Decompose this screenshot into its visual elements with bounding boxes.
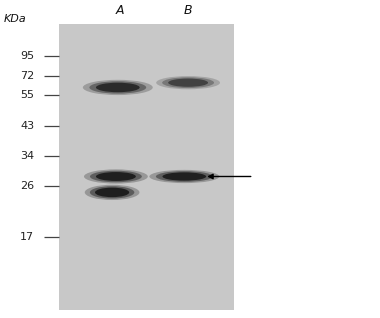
Ellipse shape	[85, 185, 139, 200]
Bar	[59, 24, 234, 310]
Text: B: B	[184, 4, 192, 17]
Text: 43: 43	[20, 121, 34, 131]
Ellipse shape	[90, 171, 142, 182]
Text: 55: 55	[20, 90, 34, 100]
Ellipse shape	[89, 81, 146, 94]
Ellipse shape	[90, 186, 134, 198]
Text: 26: 26	[20, 181, 34, 191]
Ellipse shape	[149, 170, 219, 183]
Text: 34: 34	[20, 151, 34, 161]
Ellipse shape	[96, 172, 136, 181]
Text: 72: 72	[20, 71, 34, 81]
Ellipse shape	[96, 83, 140, 92]
Text: 17: 17	[20, 232, 34, 242]
Text: KDa: KDa	[4, 14, 27, 24]
Ellipse shape	[83, 80, 153, 95]
Text: A: A	[116, 4, 124, 17]
Ellipse shape	[84, 169, 148, 183]
Ellipse shape	[156, 76, 220, 89]
Ellipse shape	[162, 77, 214, 88]
Ellipse shape	[168, 79, 208, 87]
Ellipse shape	[156, 171, 213, 182]
Ellipse shape	[95, 188, 129, 197]
Text: 95: 95	[20, 51, 34, 61]
Ellipse shape	[162, 172, 206, 181]
